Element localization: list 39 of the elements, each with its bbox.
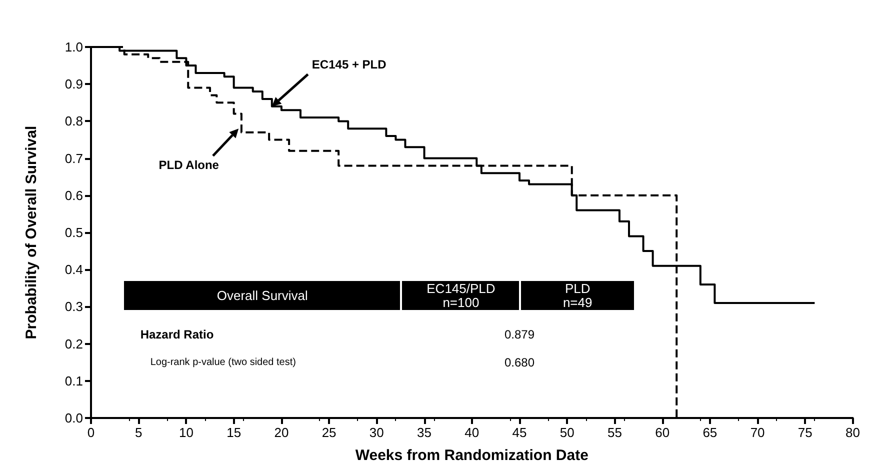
x-tick-label: 20 [274,425,289,440]
table-header-cell: PLD n=49 [521,280,634,310]
table-header-cell: EC145/PLD n=100 [402,280,520,310]
y-tick-label: 0.3 [64,299,83,314]
y-tick-label: 0.6 [64,188,83,203]
y-tick-label: 0.1 [64,373,83,388]
annotation: EC145 + PLD [312,57,387,72]
x-tick-label: 75 [798,425,812,440]
y-axis-title: Probability of Overall Survival [23,126,40,340]
annotation: 0.879 [504,328,535,342]
x-tick-label: 45 [512,425,527,440]
y-tick-label: 0.2 [64,336,83,352]
x-tick-label: 65 [702,425,718,440]
y-tick-label: 0.0 [64,410,83,426]
x-tick-label: 30 [369,425,384,440]
x-tick-label: 55 [607,425,622,440]
x-tick-label: 70 [750,425,765,440]
x-tick-label: 10 [178,425,194,440]
x-tick-label: 80 [846,425,860,440]
y-tick-label: 0.5 [64,225,83,240]
x-tick-label: 40 [464,425,480,440]
x-tick-label: 50 [560,425,574,440]
x-tick-label: 60 [655,425,670,440]
x-tick-label: 0 [87,425,95,440]
y-tick-label: 0.4 [64,262,83,278]
x-tick-label: 35 [417,425,432,440]
annotation: 0.680 [504,355,535,370]
y-tick-label: 0.9 [64,76,83,92]
x-tick-label: 25 [322,425,336,440]
x-axis-title: Weeks from Randomization Date [355,447,588,464]
annotation: Log-rank p-value (two sided test) [150,356,296,368]
y-tick-label: 0.8 [64,114,83,129]
annotation: Hazard Ratio [140,328,214,342]
table-header-cell: Overall Survival [124,280,400,310]
y-tick-label: 1.0 [64,40,83,54]
y-tick-label: 0.7 [64,150,83,166]
x-tick-label: 5 [134,425,142,440]
annotation: PLD Alone [158,158,220,172]
x-tick-label: 15 [226,425,242,440]
